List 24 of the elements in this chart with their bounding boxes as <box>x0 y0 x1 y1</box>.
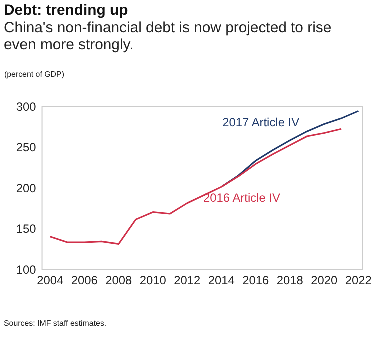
x-tick-label: 2016 <box>242 273 270 288</box>
line-series <box>220 110 360 188</box>
x-tick-label: 2022 <box>345 273 372 288</box>
y-axis-title: (percent of GDP) <box>4 70 65 79</box>
x-tick-label: 2006 <box>71 273 98 288</box>
chart-title: Debt: trending up <box>4 2 128 19</box>
series-label: 2016 Article IV <box>204 191 280 206</box>
y-tick-label: 300 <box>16 100 37 114</box>
series-label: 2017 Article IV <box>222 115 300 130</box>
text: even more strongly. <box>4 36 134 54</box>
y-tick-label: 200 <box>16 181 37 196</box>
source-note: Sources: IMF staff estimates. <box>4 319 107 328</box>
y-tick-label: 250 <box>16 140 37 155</box>
x-tick-label: 2008 <box>106 273 132 288</box>
x-tick-label: 2014 <box>208 273 236 288</box>
x-tick-label: 2004 <box>37 273 64 288</box>
y-tick-label: 100 <box>16 262 37 277</box>
line-series <box>50 128 342 245</box>
y-tick-label: 150 <box>16 222 37 236</box>
x-tick-label: 2020 <box>311 273 338 288</box>
x-tick-label: 2010 <box>140 273 167 288</box>
x-tick-label: 2012 <box>174 273 202 288</box>
text: China's non-financial debt is now projected to rise <box>4 20 332 37</box>
x-tick-label: 2018 <box>276 273 304 288</box>
